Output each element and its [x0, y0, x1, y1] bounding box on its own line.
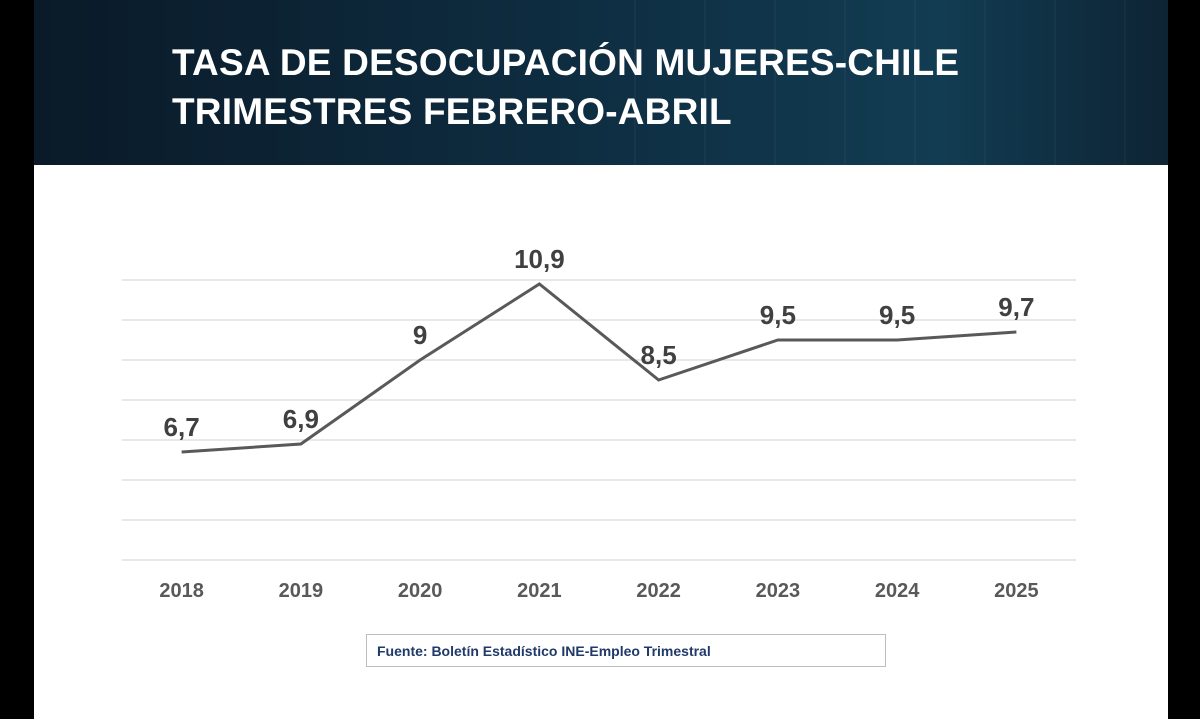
data-label-2025: 9,7 [998, 292, 1034, 322]
source-text: Fuente: Boletín Estadístico INE-Empleo T… [377, 643, 711, 659]
line-chart: 6,7 6,9 9 10,9 8,5 9,5 9,5 9,7 2018 2019 2020 2021… [122, 244, 1076, 602]
x-tick-2025: 2025 [994, 580, 1039, 602]
title-line-2: TRIMESTRES FEBRERO-ABRIL [172, 91, 732, 132]
data-label-2019: 6,9 [283, 404, 319, 434]
data-label-2021: 10,9 [514, 244, 565, 274]
title-line-1: TASA DE DESOCUPACIÓN MUJERES-CHILE [172, 42, 960, 83]
x-tick-2022: 2022 [636, 580, 681, 602]
x-tick-2018: 2018 [159, 580, 204, 602]
data-label-2023: 9,5 [760, 300, 796, 330]
x-axis-ticks: 2018 2019 2020 2021 2022 2023 2024 2025 [159, 580, 1038, 602]
x-tick-2020: 2020 [398, 580, 443, 602]
series-line-group [181, 282, 1017, 454]
x-tick-2024: 2024 [875, 580, 920, 602]
header-decoration [634, 0, 1168, 165]
data-label-2024: 9,5 [879, 300, 915, 330]
data-labels: 6,7 6,9 9 10,9 8,5 9,5 9,5 9,7 [164, 244, 1035, 442]
data-label-2020: 9 [413, 320, 427, 350]
data-label-2022: 8,5 [641, 340, 677, 370]
x-tick-2021: 2021 [517, 580, 562, 602]
source-box: Fuente: Boletín Estadístico INE-Empleo T… [366, 634, 886, 667]
gridlines [122, 279, 1076, 561]
x-tick-2023: 2023 [756, 580, 801, 602]
header-banner: TASA DE DESOCUPACIÓN MUJERES-CHILE TRIME… [34, 0, 1168, 165]
chart-title: TASA DE DESOCUPACIÓN MUJERES-CHILE TRIME… [172, 38, 1152, 136]
x-tick-2019: 2019 [279, 580, 324, 602]
series-line [181, 282, 1017, 454]
data-label-2018: 6,7 [164, 412, 200, 442]
slide: TASA DE DESOCUPACIÓN MUJERES-CHILE TRIME… [34, 0, 1168, 719]
